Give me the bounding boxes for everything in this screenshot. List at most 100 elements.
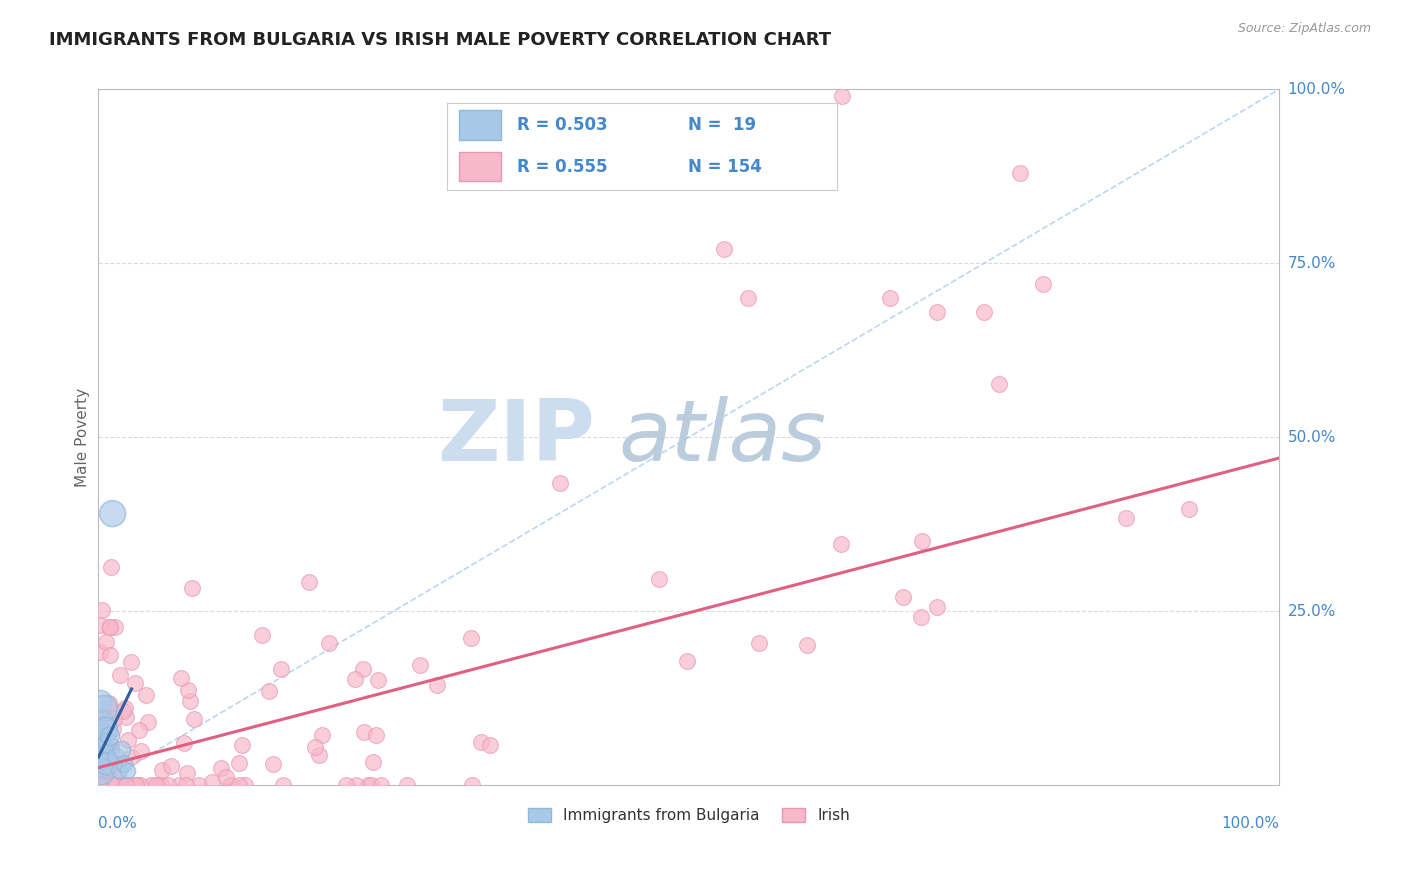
Point <box>120 656 142 670</box>
Point <box>187 778 209 792</box>
Point <box>94 778 117 792</box>
Point <box>149 778 172 792</box>
Point <box>114 778 136 792</box>
Point <box>262 756 284 771</box>
Point <box>748 636 770 650</box>
Point <box>181 582 204 596</box>
Text: 25.0%: 25.0% <box>1288 604 1336 618</box>
Point <box>104 620 127 634</box>
Point <box>128 723 150 738</box>
Point <box>461 778 484 792</box>
Point <box>100 620 122 634</box>
Point <box>96 778 118 792</box>
Point <box>973 305 995 319</box>
Point <box>98 648 121 662</box>
Point <box>117 733 139 747</box>
Point <box>97 736 120 750</box>
Point <box>94 748 117 763</box>
Point <box>100 704 122 718</box>
Point <box>100 738 122 752</box>
Point <box>89 778 111 792</box>
Point <box>987 377 1010 392</box>
Point <box>94 733 117 747</box>
Point <box>97 776 120 790</box>
Point <box>335 778 357 792</box>
Point <box>105 778 128 792</box>
Point <box>271 778 294 792</box>
Point <box>93 712 115 726</box>
Point <box>93 701 115 715</box>
Point <box>1178 501 1201 516</box>
Point <box>105 750 128 764</box>
Point <box>676 654 699 668</box>
Point <box>100 743 122 757</box>
Text: 100.0%: 100.0% <box>1222 816 1279 831</box>
Point <box>460 632 482 646</box>
Point <box>259 683 281 698</box>
Point <box>366 728 388 742</box>
Point <box>772 172 794 186</box>
Point <box>124 778 146 792</box>
Text: ZIP: ZIP <box>437 395 595 479</box>
Point <box>96 757 118 772</box>
Point <box>124 675 146 690</box>
Point <box>97 713 120 727</box>
Point <box>90 694 112 708</box>
Point <box>125 778 148 792</box>
Point <box>108 764 131 778</box>
Point <box>228 756 250 771</box>
Point <box>108 778 131 792</box>
Point <box>925 305 948 319</box>
Point <box>91 741 114 756</box>
Point <box>104 771 127 785</box>
Point <box>426 677 449 691</box>
Point <box>311 728 333 742</box>
Point <box>98 696 121 710</box>
Point <box>925 600 948 615</box>
Point <box>304 740 326 755</box>
Point <box>110 667 132 681</box>
Point <box>737 291 759 305</box>
Point <box>831 89 853 103</box>
Point <box>101 507 124 521</box>
Point <box>370 778 392 792</box>
Point <box>235 778 257 792</box>
Point <box>97 739 120 754</box>
Point <box>647 572 669 586</box>
Text: 75.0%: 75.0% <box>1288 256 1336 270</box>
Point <box>90 778 112 792</box>
Point <box>117 764 139 778</box>
Point <box>173 736 195 750</box>
Point <box>103 778 125 792</box>
Point <box>1115 511 1137 525</box>
Point <box>367 673 389 687</box>
Point <box>360 778 382 792</box>
Point <box>352 662 374 676</box>
Point <box>100 763 122 777</box>
Point <box>96 778 118 792</box>
Point <box>94 723 117 737</box>
Point <box>111 743 134 757</box>
Point <box>101 778 124 792</box>
Point <box>128 778 150 792</box>
Point <box>93 737 115 751</box>
Point <box>270 662 292 676</box>
Text: 100.0%: 100.0% <box>1288 82 1346 96</box>
Point <box>167 778 190 792</box>
Point <box>893 591 915 605</box>
Point <box>318 636 340 650</box>
Point <box>1008 166 1031 180</box>
Point <box>94 754 117 768</box>
Point <box>228 778 250 792</box>
Point <box>96 778 118 792</box>
Point <box>252 628 274 642</box>
Point <box>89 778 111 792</box>
Point <box>98 620 121 634</box>
Point <box>111 704 134 718</box>
Point <box>911 534 934 549</box>
Point <box>89 778 111 792</box>
Point <box>103 722 125 736</box>
Point <box>201 775 224 789</box>
Text: 0.0%: 0.0% <box>98 816 138 831</box>
Point <box>89 757 111 772</box>
